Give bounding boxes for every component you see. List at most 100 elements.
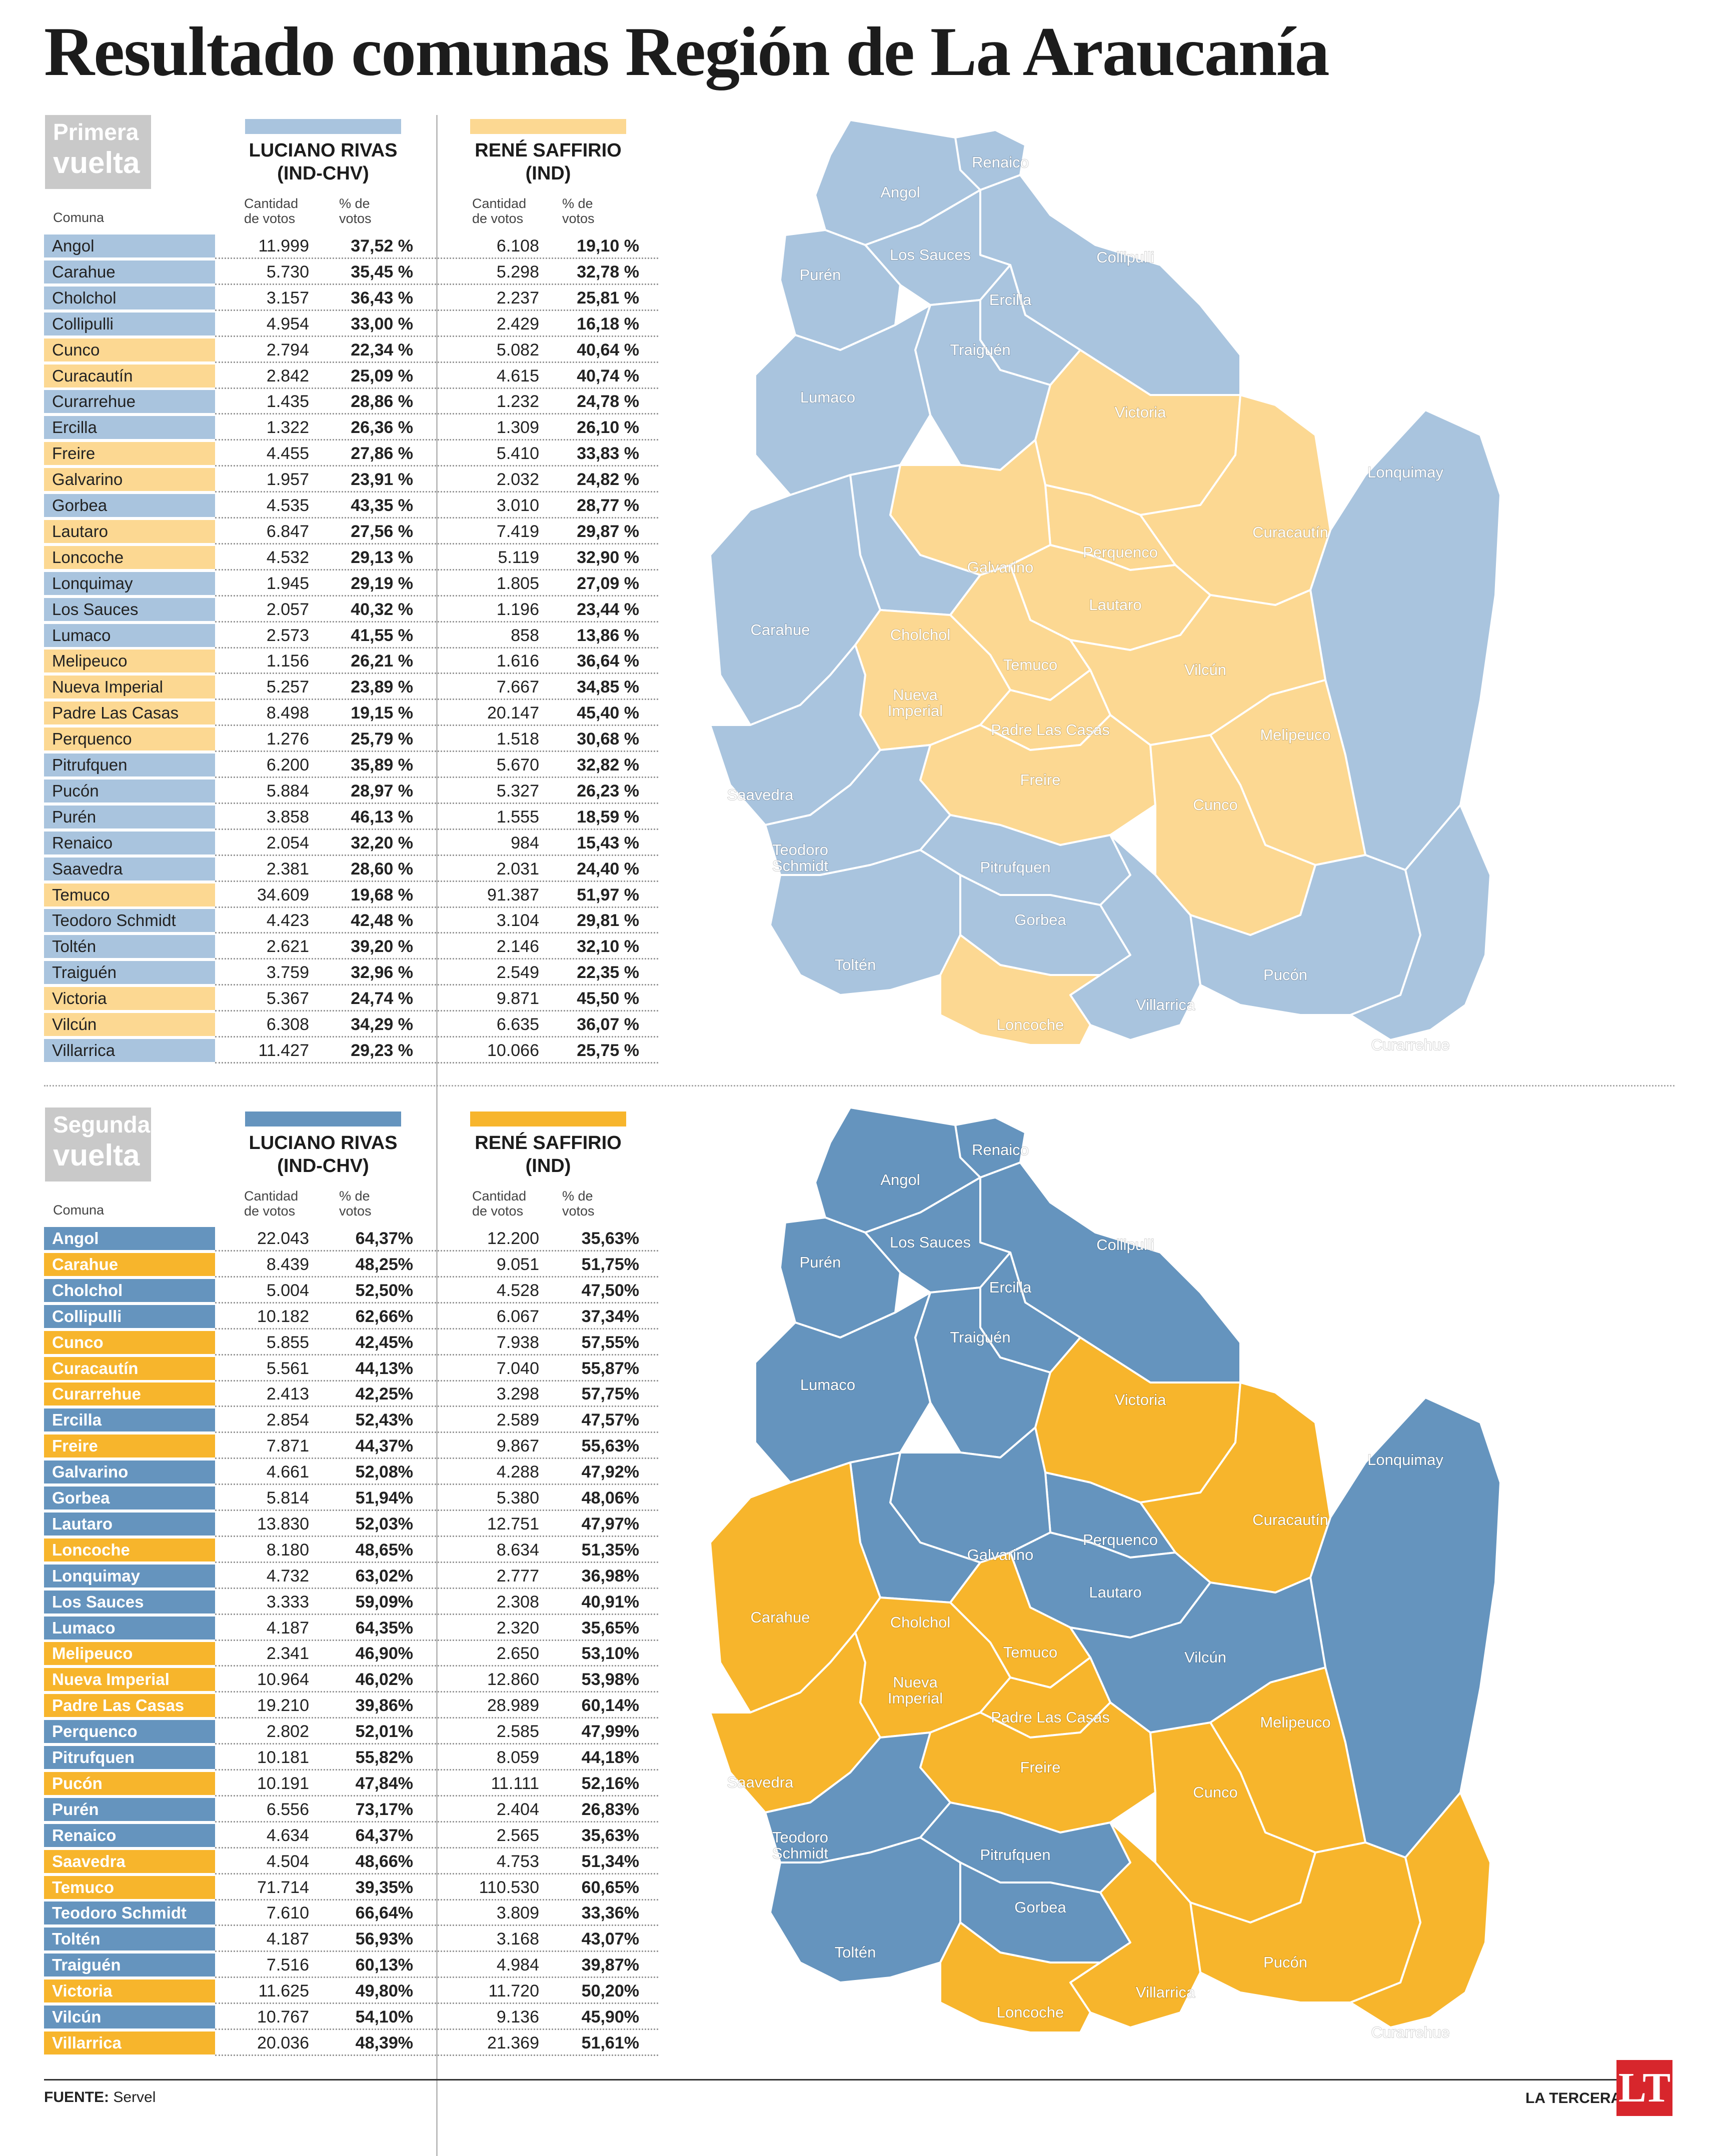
rivas-pct: 62,66%: [355, 1306, 413, 1326]
map-label-melipeuco: Melipeuco: [1260, 1714, 1330, 1731]
saffirio-votes: 12.751: [487, 1514, 539, 1534]
rivas-pct: 23,91 %: [351, 470, 413, 490]
rivas-votes: 10.191: [257, 1774, 309, 1793]
table-row: Lumaco 2.573 41,55 % 858 13,86 %: [44, 622, 658, 648]
saffirio-votes: 7.419: [496, 522, 539, 541]
table-row: Saavedra 4.504 48,66% 4.753 51,34%: [44, 1848, 658, 1874]
rivas-pct: 47,84%: [355, 1774, 413, 1793]
table-row: Toltén 4.187 56,93% 3.168 43,07%: [44, 1926, 658, 1952]
map-label-collipulli: Collipulli: [1096, 248, 1154, 266]
saffirio-votes: 9.136: [496, 2008, 539, 2026]
rivas-pct: 19,15 %: [351, 704, 413, 723]
rivas-pct: 40,32 %: [351, 600, 413, 619]
row-dotted-rule: [215, 309, 658, 311]
saffirio-pct: 15,43 %: [577, 833, 639, 852]
comuna-name-cell: Villarrica: [44, 2031, 215, 2054]
comuna-name-cell: Galvarino: [44, 1460, 215, 1484]
comuna-name-cell: Toltén: [44, 1928, 215, 1951]
map-label-line: Freire: [1020, 1758, 1061, 1776]
comuna-name-cell: Nueva Imperial: [44, 676, 215, 699]
comuna-name-cell: Curarrehue: [44, 390, 215, 414]
rivas-pct: 22,34 %: [351, 340, 413, 360]
map-label-line: Imperial: [888, 1690, 943, 1707]
table-row: Vilcún 6.308 34,29 % 6.635 36,07 %: [44, 1012, 658, 1038]
row-dotted-rule: [215, 1328, 658, 1330]
rivas-votes: 3.858: [266, 807, 309, 826]
comuna-name-cell: Pucón: [44, 779, 215, 802]
table-row: Padre Las Casas 19.210 39,86% 28.989 60,14%: [44, 1692, 658, 1719]
rivas-votes: 2.854: [266, 1410, 309, 1430]
saffirio-votes: 5.327: [496, 781, 539, 800]
table-row: Pitrufquen 10.181 55,82% 8.059 44,18%: [44, 1744, 658, 1770]
map-label-perquenco: Perquenco: [1083, 1531, 1158, 1548]
candidate-party-line: (IND): [525, 163, 571, 184]
section-divider: [44, 1085, 1674, 1086]
map-label-galvarino: Galvarino: [967, 1546, 1034, 1564]
round-section-1: Primera vuelta LUCIANO RIVAS (IND-CHV) RENÉ …: [0, 115, 1736, 1164]
table-row: Ercilla 1.322 26,36 % 1.309 26,10 %: [44, 414, 658, 441]
rivas-votes: 5.855: [266, 1332, 309, 1352]
rivas-pct: 29,19 %: [351, 574, 413, 593]
table-row: Perquenco 2.802 52,01% 2.585 47,99%: [44, 1718, 658, 1745]
map-label-line: Victoria: [1115, 1391, 1167, 1408]
rivas-pct: 66,64%: [355, 1904, 413, 1923]
row-dotted-rule: [215, 828, 658, 830]
table-row: Lautaro 6.847 27,56 % 7.419 29,87 %: [44, 518, 658, 544]
map-label-line: Vilcún: [1184, 1648, 1226, 1666]
map-label-curarrehue: Curarrehue: [1371, 1036, 1450, 1054]
map-label-line: Curarrehue: [1371, 2024, 1450, 2041]
rivas-votes: 10.964: [257, 1670, 309, 1690]
table-row: Los Sauces 2.057 40,32 % 1.196 23,44 %: [44, 596, 658, 622]
source-note: FUENTE: Servel: [44, 2089, 156, 2106]
map-label-collipulli: Collipulli: [1096, 1236, 1154, 1254]
saffirio-votes: 4.288: [496, 1462, 539, 1482]
map-label-lumaco: Lumaco: [800, 1376, 855, 1394]
comuna-name-cell: Cunco: [44, 338, 215, 362]
map-label-curarrehue: Curarrehue: [1371, 2024, 1450, 2041]
rivas-pct: 25,09 %: [351, 366, 413, 386]
map-label-line: Renaico: [972, 154, 1029, 171]
map-label-line: Imperial: [888, 702, 943, 720]
candidate-name-line: LUCIANO RIVAS: [249, 1132, 398, 1154]
row-dotted-rule: [215, 880, 658, 882]
saffirio-pct: 40,74 %: [577, 366, 639, 386]
map-label-nueva-imperial: Nueva Imperial: [888, 1674, 943, 1707]
comuna-name-cell: Villarrica: [44, 1038, 215, 1062]
table-row: Villarrica 20.036 48,39% 21.369 51,61%: [44, 2030, 658, 2056]
comuna-name-cell: Ercilla: [44, 1408, 215, 1432]
saffirio-votes: 1.518: [496, 730, 539, 749]
saffirio-pct: 19,10 %: [577, 236, 639, 256]
table-row: Ercilla 2.854 52,43% 2.589 47,57%: [44, 1407, 658, 1434]
map-label-teodoro-schmidt: Teodoro Schmidt: [772, 841, 828, 874]
map-label-angol: Angol: [880, 184, 920, 201]
saffirio-votes: 2.146: [496, 937, 539, 956]
saffirio-votes: 8.059: [496, 1748, 539, 1767]
map-label-carahue: Carahue: [751, 621, 810, 638]
row-dotted-rule: [215, 984, 658, 986]
saffirio-pct: 51,34%: [581, 1852, 639, 1871]
table-row: Freire 7.871 44,37% 9.867 55,63%: [44, 1433, 658, 1460]
map-label-line: Gorbea: [1014, 1898, 1066, 1916]
row-dotted-rule: [215, 1691, 658, 1693]
table-row: Curarrehue 1.435 28,86 % 1.232 24,78 %: [44, 388, 658, 415]
comuna-name-cell: Victoria: [44, 1980, 215, 2003]
rivas-votes: 5.884: [266, 781, 309, 800]
header-line: votos: [339, 211, 372, 226]
rivas-votes: 4.187: [266, 1930, 309, 1949]
rivas-pct: 39,20 %: [351, 937, 413, 956]
rivas-votes: 4.661: [266, 1462, 309, 1482]
round-section-2: Segunda vuelta LUCIANO RIVAS (IND-CHV) RENÉ …: [0, 1106, 1736, 2156]
row-dotted-rule: [215, 491, 658, 493]
candidate-2-name: RENÉ SAFFIRIO (IND): [463, 139, 633, 185]
saffirio-votes: 6.635: [496, 1015, 539, 1034]
comuna-name-cell: Purén: [44, 1798, 215, 1821]
rivas-votes: 8.498: [266, 704, 309, 723]
map-label-line: Cholchol: [890, 626, 951, 644]
saffirio-votes: 10.066: [487, 1040, 539, 1060]
table-row: Lonquimay 4.732 63,02% 2.777 36,98%: [44, 1563, 658, 1589]
rivas-votes: 2.842: [266, 366, 309, 386]
map-label-victoria: Victoria: [1115, 404, 1167, 421]
row-dotted-rule: [215, 1872, 658, 1874]
map-label-ercilla: Ercilla: [989, 291, 1032, 308]
rivas-votes: 7.516: [266, 1956, 309, 1975]
